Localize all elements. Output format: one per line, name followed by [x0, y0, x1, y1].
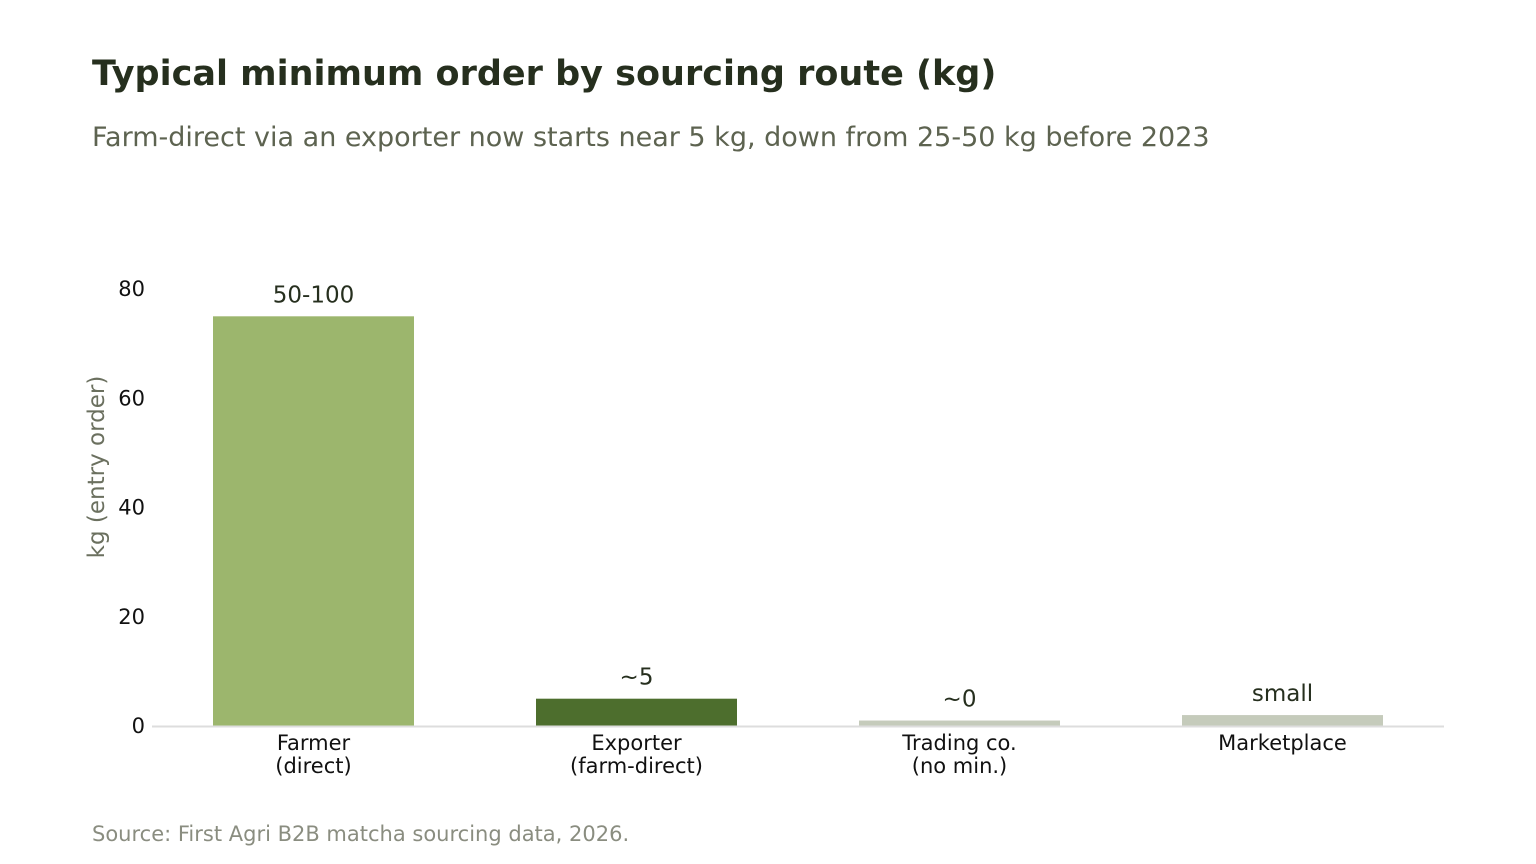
y-axis-label: kg (entry order): [84, 376, 110, 559]
x-category-label: Farmer (direct): [275, 731, 351, 778]
data-label: ~5: [620, 665, 654, 691]
data-label: small: [1252, 681, 1313, 707]
bars: [213, 316, 1383, 726]
x-category-label: Marketplace: [1218, 731, 1347, 755]
chart-subtitle: Farm-direct via an exporter now starts n…: [92, 122, 1210, 153]
bar: [213, 316, 414, 726]
source-note: Source: First Agri B2B matcha sourcing d…: [92, 822, 630, 846]
x-axis-categories: Farmer (direct) Exporter (farm-direct) Tradi…: [275, 731, 1347, 778]
y-tick-label: 20: [118, 605, 145, 629]
y-axis-ticks: 0 20 40 60 80: [118, 277, 145, 738]
y-tick-label: 40: [118, 496, 145, 520]
y-tick-label: 0: [132, 714, 145, 738]
data-labels: 50-100 ~5 ~0 small: [273, 282, 1313, 712]
x-category-label: Trading co. (no min.): [901, 731, 1016, 778]
x-category-label: Exporter (farm-direct): [570, 731, 703, 778]
data-label: 50-100: [273, 282, 354, 308]
chart-title: Typical minimum order by sourcing route …: [92, 54, 997, 94]
bar: [859, 720, 1060, 726]
bar: [1182, 715, 1383, 726]
data-label: ~0: [943, 687, 977, 713]
y-tick-label: 80: [118, 277, 145, 301]
bar: [536, 698, 737, 726]
y-tick-label: 60: [118, 386, 145, 410]
